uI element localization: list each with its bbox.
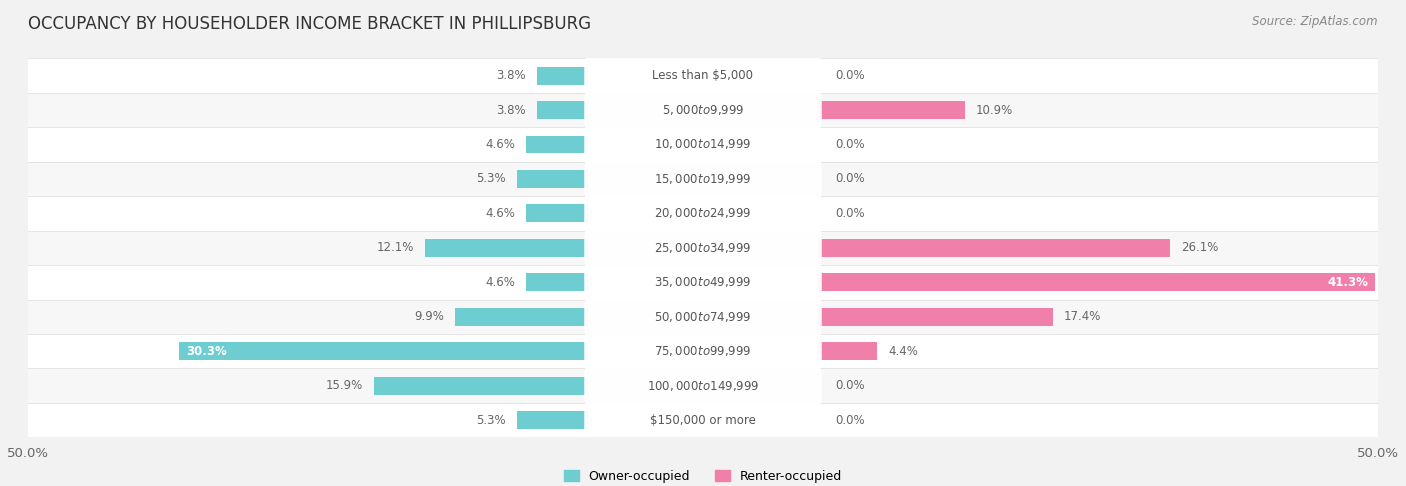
Bar [537,67,588,85]
FancyBboxPatch shape [585,194,821,233]
Text: $5,000 to $9,999: $5,000 to $9,999 [662,103,744,117]
FancyBboxPatch shape [585,56,821,95]
FancyBboxPatch shape [1,162,1405,196]
Text: $20,000 to $24,999: $20,000 to $24,999 [654,207,752,220]
Text: $75,000 to $99,999: $75,000 to $99,999 [654,344,752,358]
Bar [517,170,588,188]
Text: $25,000 to $34,999: $25,000 to $34,999 [654,241,752,255]
Bar [818,101,965,119]
Bar [818,308,1053,326]
Text: 0.0%: 0.0% [835,138,865,151]
FancyBboxPatch shape [1,93,1405,127]
Text: $150,000 or more: $150,000 or more [650,414,756,427]
Text: $100,000 to $149,999: $100,000 to $149,999 [647,379,759,393]
Text: 5.3%: 5.3% [477,414,506,427]
Bar [454,308,588,326]
Bar [818,239,1170,257]
Text: Less than $5,000: Less than $5,000 [652,69,754,82]
FancyBboxPatch shape [585,159,821,199]
Bar [180,342,588,360]
Text: 0.0%: 0.0% [835,173,865,186]
FancyBboxPatch shape [585,90,821,130]
Text: 4.6%: 4.6% [485,138,516,151]
FancyBboxPatch shape [1,368,1405,403]
Text: 26.1%: 26.1% [1181,242,1218,254]
Text: 0.0%: 0.0% [835,379,865,392]
Bar [425,239,588,257]
FancyBboxPatch shape [585,125,821,164]
FancyBboxPatch shape [585,366,821,405]
Text: $50,000 to $74,999: $50,000 to $74,999 [654,310,752,324]
Text: 9.9%: 9.9% [413,310,444,323]
Text: 17.4%: 17.4% [1063,310,1101,323]
Bar [374,377,588,395]
Bar [517,411,588,429]
FancyBboxPatch shape [1,299,1405,334]
Text: 4.4%: 4.4% [889,345,918,358]
Text: 41.3%: 41.3% [1327,276,1368,289]
FancyBboxPatch shape [585,297,821,336]
Text: 0.0%: 0.0% [835,69,865,82]
FancyBboxPatch shape [585,331,821,371]
Text: 0.0%: 0.0% [835,414,865,427]
FancyBboxPatch shape [1,58,1405,93]
FancyBboxPatch shape [1,403,1405,437]
Text: $35,000 to $49,999: $35,000 to $49,999 [654,276,752,289]
Text: $15,000 to $19,999: $15,000 to $19,999 [654,172,752,186]
Text: 0.0%: 0.0% [835,207,865,220]
Text: $10,000 to $14,999: $10,000 to $14,999 [654,138,752,152]
Bar [537,101,588,119]
Text: Source: ZipAtlas.com: Source: ZipAtlas.com [1253,15,1378,28]
Legend: Owner-occupied, Renter-occupied: Owner-occupied, Renter-occupied [558,465,848,486]
Text: 4.6%: 4.6% [485,276,516,289]
Text: 10.9%: 10.9% [976,104,1012,117]
FancyBboxPatch shape [585,228,821,267]
FancyBboxPatch shape [585,262,821,302]
Text: 12.1%: 12.1% [377,242,415,254]
FancyBboxPatch shape [1,196,1405,231]
FancyBboxPatch shape [1,127,1405,162]
Text: OCCUPANCY BY HOUSEHOLDER INCOME BRACKET IN PHILLIPSBURG: OCCUPANCY BY HOUSEHOLDER INCOME BRACKET … [28,15,592,33]
Text: 30.3%: 30.3% [186,345,226,358]
Text: 3.8%: 3.8% [496,104,526,117]
Bar [526,273,588,291]
FancyBboxPatch shape [1,334,1405,368]
Bar [526,136,588,154]
Bar [526,205,588,223]
FancyBboxPatch shape [1,265,1405,299]
Bar [818,342,877,360]
FancyBboxPatch shape [1,231,1405,265]
Text: 15.9%: 15.9% [326,379,363,392]
Text: 4.6%: 4.6% [485,207,516,220]
Text: 5.3%: 5.3% [477,173,506,186]
Text: 3.8%: 3.8% [496,69,526,82]
Bar [818,273,1375,291]
FancyBboxPatch shape [585,400,821,440]
